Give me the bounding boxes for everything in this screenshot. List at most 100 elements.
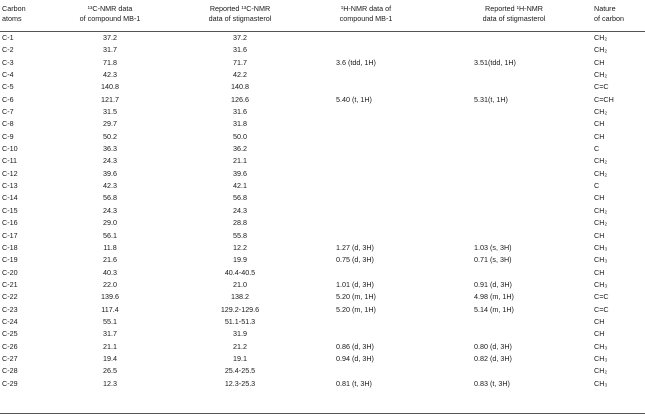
nature-cell: C=CH <box>594 94 614 104</box>
mb1-13c-cell: 42.3 <box>103 181 117 191</box>
mb1-13c-cell: 40.3 <box>103 267 117 277</box>
table-row: C-21 22.0 21.0 1.01 (d, 3H) 0.91 (d, 3H) CH₃ <box>0 279 645 291</box>
reported-1h-cell: 0.82 (d, 3H) <box>474 353 512 363</box>
mb1-1h-cell: 0.75 (d, 3H) <box>336 255 374 265</box>
carbon-atom-cell: C-23 <box>2 304 18 314</box>
table-row: C-5 140.8 140.8 C=C <box>0 81 645 93</box>
table-header: Carbon atoms ¹³C-NMR data of compound MB… <box>0 4 645 30</box>
table-row: C-25 31.7 31.9 CH <box>0 328 645 340</box>
carbon-atom-cell: C-29 <box>2 378 18 388</box>
reported-13c-cell: 31.8 <box>233 119 247 129</box>
table-row: C-26 21.1 21.2 0.86 (d, 3H) 0.80 (d, 3H) CH₃ <box>0 341 645 353</box>
nature-cell: CH₂ <box>594 218 608 228</box>
mb1-13c-cell: 22.0 <box>103 279 117 289</box>
reported-13c-cell: 21.0 <box>233 279 247 289</box>
reported-13c-cell: 56.8 <box>233 193 247 203</box>
reported-13c-cell: 39.6 <box>233 168 247 178</box>
table-row: C-28 26.5 25.4-25.5 CH₂ <box>0 365 645 377</box>
header-1h-mb1: ¹H-NMR data of compound MB-1 <box>339 4 393 23</box>
carbon-atom-cell: C-12 <box>2 168 18 178</box>
reported-13c-cell: 42.2 <box>233 70 247 80</box>
reported-13c-cell: 55.8 <box>233 230 247 240</box>
mb1-13c-cell: 19.4 <box>103 353 117 363</box>
carbon-atom-cell: C-8 <box>2 119 14 129</box>
header-1h-reported: Reported ¹H-NMR data of stigmasterol <box>482 4 546 23</box>
table-row: C-7 31.5 31.6 CH₂ <box>0 106 645 118</box>
mb1-13c-cell: 31.7 <box>103 45 117 55</box>
nature-cell: CH₃ <box>594 242 608 252</box>
reported-13c-cell: 37.2 <box>233 33 247 42</box>
carbon-atom-cell: C-3 <box>2 57 14 67</box>
table-row: C-29 12.3 12.3-25.3 0.81 (t, 3H) 0.83 (t, 3H… <box>0 378 645 390</box>
reported-13c-cell: 51.1-51.3 <box>224 316 256 326</box>
nature-cell: CH <box>594 329 605 339</box>
reported-13c-cell: 31.6 <box>233 45 247 55</box>
carbon-atom-cell: C-20 <box>2 267 18 277</box>
table-row: C-12 39.6 39.6 CH₂ <box>0 168 645 180</box>
mb1-1h-cell: 0.81 (t, 3H) <box>336 378 372 388</box>
nature-cell: CH <box>594 193 605 203</box>
nature-cell: CH₂ <box>594 33 608 42</box>
nature-cell: CH₂ <box>594 168 608 178</box>
mb1-1h-cell: 5.20 (m, 1H) <box>336 304 376 314</box>
reported-13c-cell: 50.0 <box>233 131 247 141</box>
carbon-atom-cell: C-1 <box>2 33 14 42</box>
carbon-atom-cell: C-14 <box>2 193 18 203</box>
nature-cell: CH₃ <box>594 341 608 351</box>
table-row: C-23 117.4 129.2-129.6 5.20 (m, 1H) 5.14 (m,… <box>0 304 645 316</box>
mb1-13c-cell: 24.3 <box>103 156 117 166</box>
mb1-13c-cell: 36.3 <box>103 144 117 154</box>
mb1-13c-cell: 11.8 <box>103 242 117 252</box>
reported-1h-cell: 0.83 (t, 3H) <box>474 378 510 388</box>
header-13c-mb1: ¹³C-NMR data of compound MB-1 <box>79 4 141 23</box>
mb1-13c-cell: 12.3 <box>103 378 117 388</box>
table-row: C-10 36.3 36.2 C <box>0 143 645 155</box>
table-row: C-19 21.6 19.9 0.75 (d, 3H) 0.71 (s, 3H) CH₃ <box>0 254 645 266</box>
reported-13c-cell: 36.2 <box>233 144 247 154</box>
reported-13c-cell: 21.1 <box>233 156 247 166</box>
nature-cell: CH₂ <box>594 107 608 117</box>
mb1-13c-cell: 50.2 <box>103 131 117 141</box>
mb1-13c-cell: 71.8 <box>103 57 117 67</box>
nature-cell: CH <box>594 316 605 326</box>
mb1-1h-cell: 0.94 (d, 3H) <box>336 353 374 363</box>
mb1-13c-cell: 55.1 <box>103 316 117 326</box>
nature-cell: CH₃ <box>594 378 608 388</box>
header-nature-of-carbon: Nature of carbon <box>594 4 624 23</box>
carbon-atom-cell: C-28 <box>2 366 18 376</box>
mb1-1h-cell: 5.20 (m, 1H) <box>336 292 376 302</box>
nature-cell: C=C <box>594 304 609 314</box>
nature-cell: CH <box>594 230 605 240</box>
reported-13c-cell: 129.2-129.6 <box>220 304 260 314</box>
carbon-atom-cell: C-10 <box>2 144 18 154</box>
reported-13c-cell: 31.9 <box>233 329 247 339</box>
table-row: C-18 11.8 12.2 1.27 (d, 3H) 1.03 (s, 3H) CH₃ <box>0 242 645 254</box>
reported-13c-cell: 24.3 <box>233 205 247 215</box>
carbon-atom-cell: C-15 <box>2 205 18 215</box>
carbon-atom-cell: C-22 <box>2 292 18 302</box>
mb1-13c-cell: 37.2 <box>103 33 117 42</box>
mb1-13c-cell: 42.3 <box>103 70 117 80</box>
carbon-atom-cell: C-11 <box>2 156 18 166</box>
mb1-13c-cell: 139.6 <box>101 292 119 302</box>
nature-cell: C <box>594 181 600 191</box>
table-row: C-20 40.3 40.4-40.5 CH <box>0 267 645 279</box>
reported-13c-cell: 140.8 <box>231 82 249 92</box>
mb1-1h-cell: 1.27 (d, 3H) <box>336 242 374 252</box>
table-row: C-22 139.6 138.2 5.20 (m, 1H) 4.98 (m, 1H) C=… <box>0 291 645 303</box>
mb1-13c-cell: 39.6 <box>103 168 117 178</box>
bottom-rule <box>0 413 645 414</box>
carbon-atom-cell: C-2 <box>2 45 14 55</box>
mb1-13c-cell: 117.4 <box>101 304 119 314</box>
carbon-atom-cell: C-25 <box>2 329 18 339</box>
mb1-13c-cell: 21.6 <box>103 255 117 265</box>
nature-cell: C=C <box>594 82 609 92</box>
table-row: C-17 56.1 55.8 CH <box>0 230 645 242</box>
table-row: C-8 29.7 31.8 CH <box>0 118 645 130</box>
carbon-atom-cell: C-26 <box>2 341 18 351</box>
mb1-13c-cell: 29.7 <box>103 119 117 129</box>
carbon-atom-cell: C-19 <box>2 255 18 265</box>
reported-13c-cell: 42.1 <box>233 181 247 191</box>
mb1-13c-cell: 31.5 <box>103 107 117 117</box>
